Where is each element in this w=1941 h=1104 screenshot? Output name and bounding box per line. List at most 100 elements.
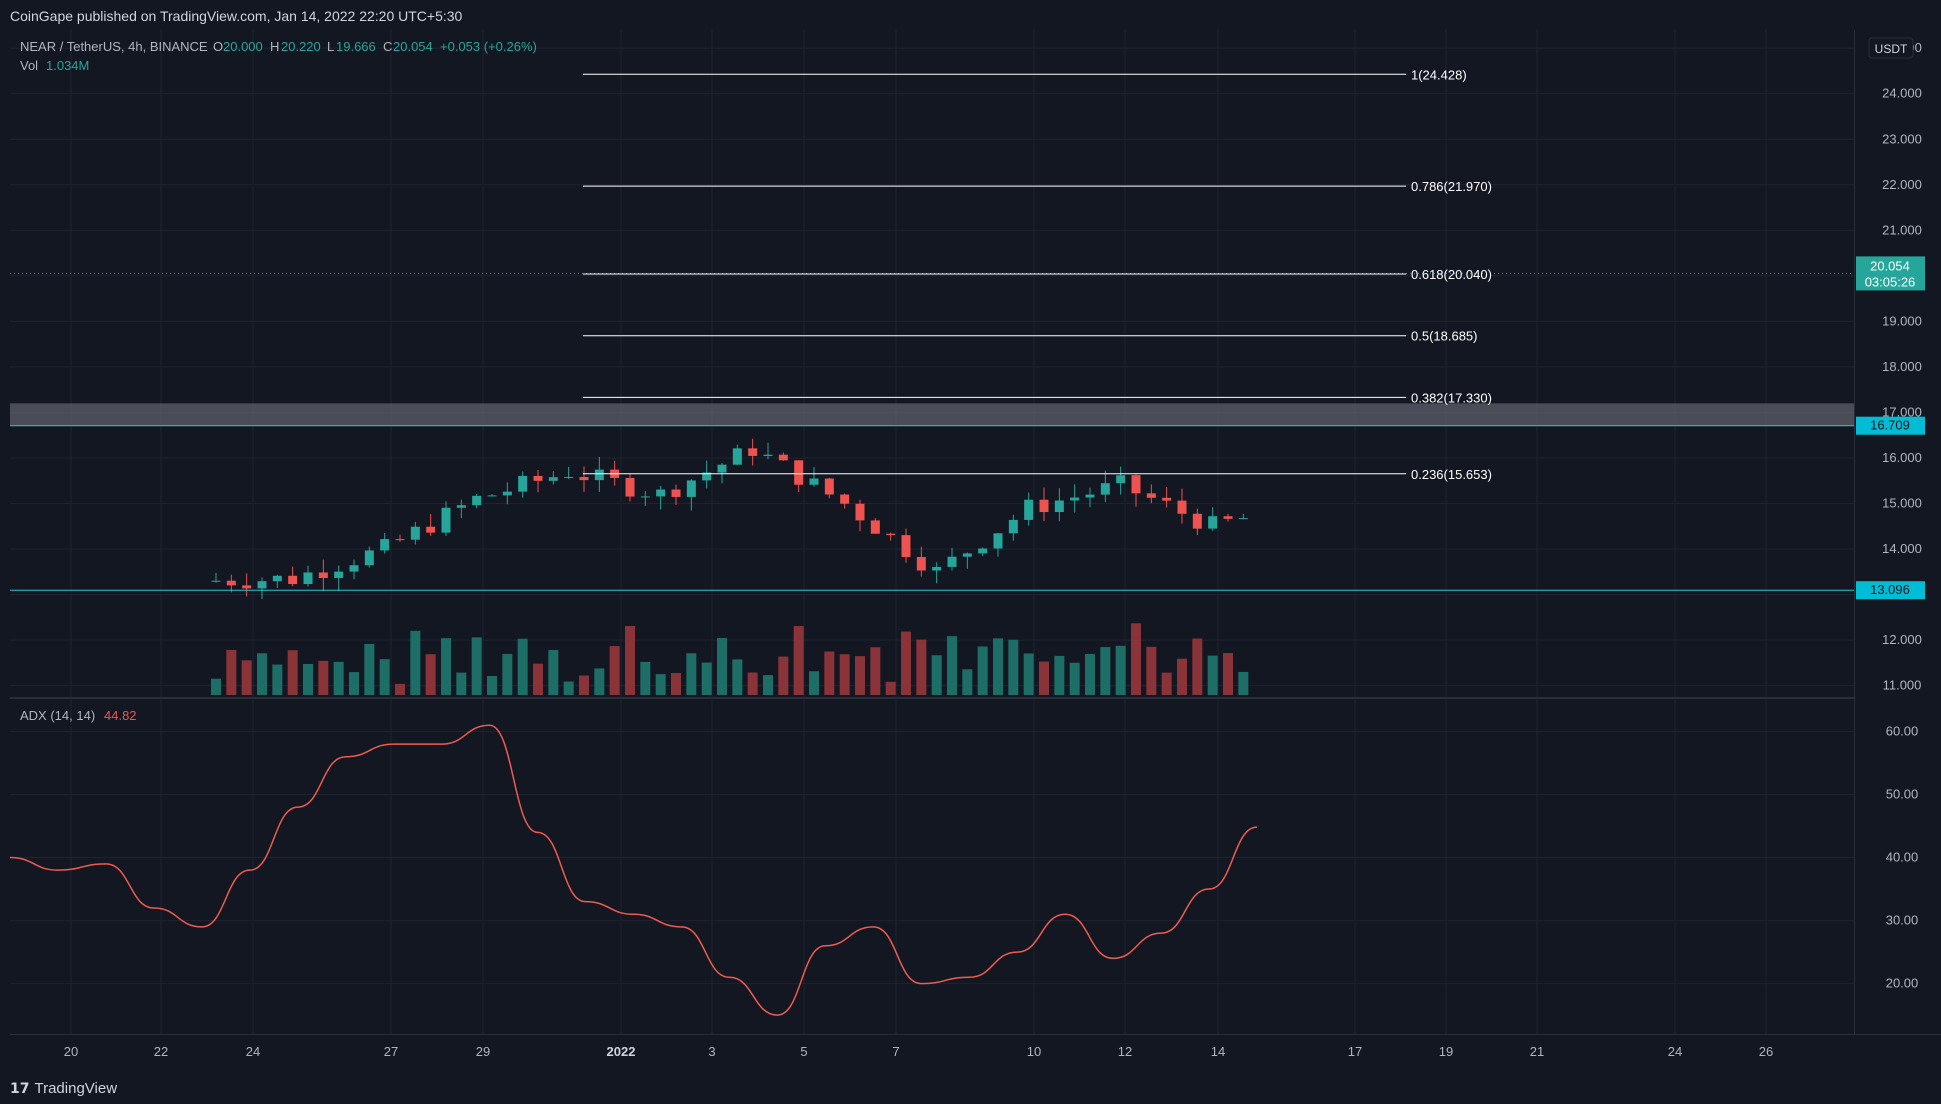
candle-up[interactable]: [548, 477, 558, 481]
volume-bar: [962, 669, 973, 695]
support-level-badge[interactable]: [1856, 581, 1925, 600]
candle-down[interactable]: [748, 448, 758, 456]
time-tick-label: 10: [1027, 1044, 1041, 1059]
candle-down[interactable]: [794, 460, 804, 485]
candle-down[interactable]: [1162, 497, 1172, 501]
candle-up[interactable]: [732, 448, 742, 465]
candle-up[interactable]: [410, 526, 420, 540]
candle-up[interactable]: [1054, 500, 1064, 513]
time-tick-label: 5: [800, 1044, 807, 1059]
candle-up[interactable]: [349, 565, 359, 572]
candle-up[interactable]: [947, 556, 957, 567]
legend-close-label: C: [383, 39, 392, 54]
candle-up[interactable]: [441, 507, 451, 533]
volume-bar: [533, 663, 543, 695]
candle-down[interactable]: [1146, 493, 1156, 498]
candle-down[interactable]: [579, 477, 589, 481]
candle-down[interactable]: [840, 494, 850, 504]
candle-up[interactable]: [502, 491, 512, 496]
candle-up[interactable]: [257, 581, 267, 589]
candle-up[interactable]: [564, 477, 574, 479]
volume-bar: [517, 638, 528, 695]
adx-line: [9, 724, 1258, 1016]
candle-down[interactable]: [1039, 499, 1049, 513]
candle-up[interactable]: [364, 550, 374, 566]
candle-up[interactable]: [272, 575, 282, 582]
candle-up[interactable]: [1208, 516, 1218, 529]
candle-up[interactable]: [211, 580, 221, 582]
candle-up[interactable]: [1100, 483, 1110, 495]
time-axis[interactable]: 20 22 24 27 29 2022 3 5 7 10 12 14 17 19 21 24 26: [64, 1044, 1773, 1059]
candle-down[interactable]: [318, 572, 328, 578]
candle-up[interactable]: [472, 495, 482, 506]
volume-bar: [563, 681, 574, 695]
candle-down[interactable]: [916, 557, 926, 571]
adx-pane: [9, 724, 1258, 1016]
candle-down[interactable]: [855, 503, 865, 521]
candle-up[interactable]: [1008, 519, 1018, 534]
candle-down[interactable]: [242, 585, 252, 589]
candle-down[interactable]: [886, 533, 896, 536]
candle-up[interactable]: [1070, 497, 1080, 501]
candle-down[interactable]: [901, 535, 911, 558]
candle-up[interactable]: [594, 469, 604, 481]
candle-up[interactable]: [334, 571, 344, 578]
candle-up[interactable]: [702, 472, 712, 481]
candle-down[interactable]: [870, 520, 880, 534]
price-axis[interactable]: 11.00012.00013.00014.00015.00016.00017.0…: [1856, 40, 1925, 991]
candle-down[interactable]: [395, 539, 405, 541]
price-tick-label: 21.000: [1882, 222, 1922, 237]
volume-bar: [1023, 653, 1034, 695]
candle-down[interactable]: [824, 478, 834, 495]
candle-up[interactable]: [456, 505, 466, 508]
candle-down[interactable]: [1177, 500, 1187, 514]
volume-bar: [977, 646, 988, 695]
fibonacci-retracement[interactable]: 1(24.428) 0.786(21.970) 0.618(20.040) 0.5(1…: [583, 67, 1492, 482]
candle-down[interactable]: [778, 454, 788, 461]
candle-countdown: 03:05:26: [1865, 274, 1916, 289]
legend-open-value: 20.000: [223, 39, 263, 54]
volume-bar: [1238, 671, 1249, 695]
candle-up[interactable]: [809, 478, 819, 485]
current-price-badge[interactable]: [1856, 256, 1925, 291]
candle-up[interactable]: [656, 489, 666, 497]
candle-up[interactable]: [1238, 518, 1248, 520]
candle-up[interactable]: [380, 539, 390, 551]
candle-down[interactable]: [671, 489, 681, 497]
candle-down[interactable]: [1192, 513, 1202, 529]
time-tick-label: 20: [64, 1044, 78, 1059]
price-tick-label: 16.000: [1882, 450, 1922, 465]
legend-low-value: 19.666: [336, 39, 376, 54]
chart-canvas[interactable]: 1(24.428) 0.786(21.970) 0.618(20.040) 0.5(1…: [0, 30, 1941, 1074]
horizontal-levels[interactable]: [10, 272, 1854, 591]
candle-up[interactable]: [1024, 499, 1034, 520]
candle-up[interactable]: [717, 464, 727, 473]
candle-down[interactable]: [426, 526, 436, 533]
candle-down[interactable]: [1131, 475, 1141, 494]
volume-bar: [303, 663, 313, 695]
candle-up[interactable]: [1085, 494, 1095, 498]
candle-up[interactable]: [1116, 475, 1126, 484]
tradingview-logo[interactable]: 17 TradingView: [10, 1080, 117, 1097]
candle-down[interactable]: [226, 580, 236, 586]
candle-down[interactable]: [533, 475, 543, 481]
candle-up[interactable]: [640, 496, 650, 498]
candle-up[interactable]: [763, 454, 773, 456]
candle-down[interactable]: [288, 575, 298, 585]
candle-up[interactable]: [518, 475, 528, 492]
candle-up[interactable]: [487, 495, 497, 497]
candle-up[interactable]: [962, 553, 972, 557]
candle-down[interactable]: [625, 477, 635, 497]
candlesticks[interactable]: [211, 438, 1248, 600]
candle-up[interactable]: [686, 480, 696, 497]
volume-bar: [793, 626, 804, 695]
time-tick-label: 12: [1118, 1044, 1132, 1059]
candle-up[interactable]: [978, 548, 988, 554]
volume-bar: [1207, 655, 1218, 695]
candle-down[interactable]: [1223, 516, 1233, 519]
candle-up[interactable]: [932, 566, 942, 571]
candle-up[interactable]: [993, 533, 1003, 549]
candle-up[interactable]: [303, 572, 313, 585]
tradingview-logo-icon: 17: [10, 1080, 30, 1097]
support-level-badge[interactable]: [1856, 416, 1925, 435]
